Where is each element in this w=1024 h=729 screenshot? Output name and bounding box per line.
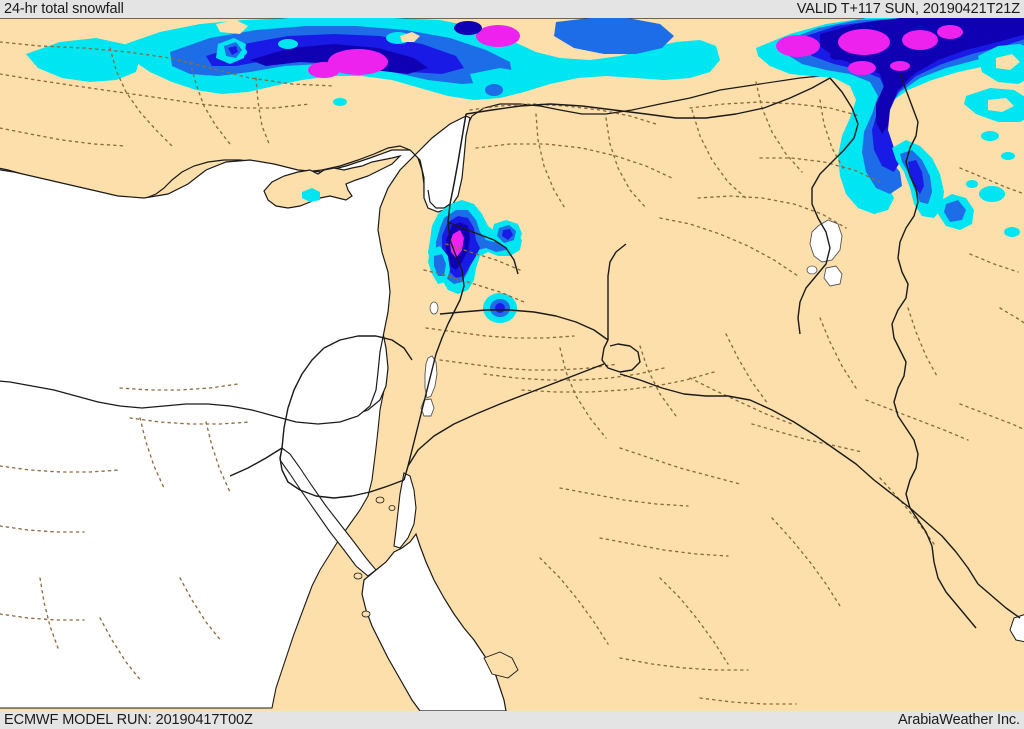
map-viewport[interactable] — [0, 18, 1024, 711]
snow-area-eastern-turkey — [26, 18, 720, 106]
mediterranean-intrusion — [0, 115, 471, 425]
country-borders — [229, 73, 1021, 629]
model-run-label: ECMWF MODEL RUN: 20190417T00Z — [4, 712, 253, 728]
snowfall-layer — [26, 18, 1024, 323]
sea-of-galilee — [429, 301, 439, 315]
admin-boundaries — [0, 41, 1024, 705]
forecast-map[interactable] — [0, 18, 1024, 711]
lake-habbaniyah — [806, 265, 818, 275]
snow-area-east-anatolia — [216, 38, 246, 64]
persian-gulf — [1009, 614, 1024, 643]
snow-area-northern-iraq — [756, 18, 1024, 237]
header-bar: 24-hr total snowfall VALID T+117 SUN, 20… — [0, 0, 1024, 18]
map-title: 24-hr total snowfall — [4, 1, 124, 17]
snow-area-troodos — [302, 188, 320, 202]
red-sea-system — [279, 447, 519, 711]
gulf-of-aqaba — [393, 472, 417, 549]
footer-bar: ECMWF MODEL RUN: 20190417T00Z ArabiaWeat… — [0, 711, 1024, 729]
coastline-overlay — [427, 113, 467, 209]
snow-area-central-anatolia — [108, 50, 128, 58]
attribution-label: ArabiaWeather Inc. — [897, 712, 1020, 728]
valid-time-label: VALID T+117 SUN, 20190421T21Z — [796, 1, 1020, 17]
lake-tharthar — [809, 219, 843, 263]
lake-razzaza — [823, 265, 843, 287]
